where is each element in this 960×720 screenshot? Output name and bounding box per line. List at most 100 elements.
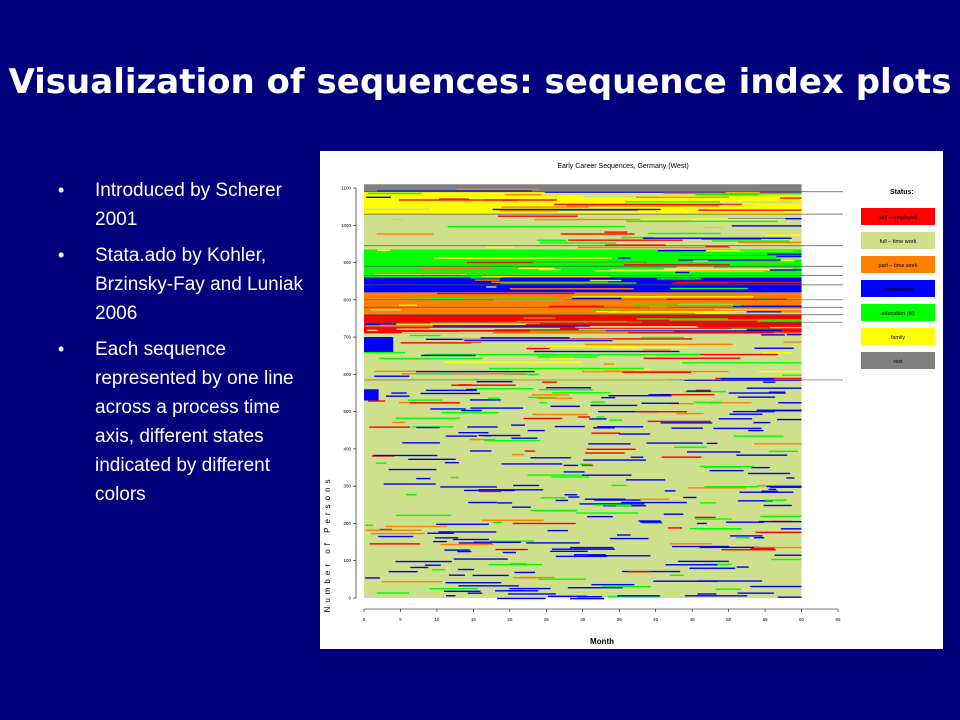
bullet-text: Stata.ado by Kohler, Brzinsky-Fay and Lu…	[95, 245, 304, 324]
sequence-line	[656, 271, 683, 274]
sequence-line	[776, 418, 802, 421]
sequence-line	[667, 527, 683, 529]
sequence-line	[718, 418, 753, 420]
sequence-line	[406, 343, 430, 346]
sequence-line	[581, 464, 593, 467]
sequence-line	[548, 305, 604, 308]
sequence-line	[678, 303, 734, 306]
sequence-line	[523, 417, 563, 420]
sequence-line	[499, 210, 558, 212]
sequence-line	[584, 452, 625, 454]
sequence-line	[741, 201, 791, 203]
x-tick-label: 60	[799, 617, 805, 622]
sequence-line	[761, 334, 785, 336]
sequence-line	[768, 450, 799, 453]
sequence-line	[568, 239, 683, 241]
x-tick-label: 20	[507, 617, 513, 622]
y-tick-label: 200	[343, 521, 351, 526]
sequence-line	[672, 545, 730, 548]
sequence-line	[705, 245, 729, 247]
sequence-line	[692, 260, 709, 262]
sequence-line	[421, 354, 476, 357]
sequence-line	[439, 198, 470, 200]
sequence-line	[773, 332, 802, 334]
sequence-line	[786, 333, 802, 336]
sequence-line	[617, 595, 660, 597]
sequence-line	[755, 531, 802, 534]
sequence-line	[622, 371, 692, 373]
sequence-line	[660, 226, 802, 228]
sequence-line	[376, 190, 532, 192]
sequence-line	[603, 369, 634, 372]
sequence-line	[366, 196, 391, 199]
sequence-line	[383, 234, 513, 237]
sequence-line	[588, 443, 631, 445]
sequence-line	[537, 356, 597, 358]
sequence-line	[780, 259, 795, 262]
sequence-line	[418, 236, 446, 239]
sequence-line	[475, 387, 534, 390]
sequence-line	[432, 569, 446, 571]
sequence-line	[670, 543, 712, 545]
sequence-line	[497, 502, 513, 504]
sequence-line	[554, 203, 742, 206]
sequence-line	[688, 487, 746, 489]
sequence-line	[579, 463, 592, 465]
sequence-line	[625, 479, 666, 481]
sequence-line	[770, 326, 802, 329]
sequence-line	[438, 531, 497, 533]
sequence-line	[610, 346, 688, 349]
sequence-line	[383, 483, 436, 485]
sequence-line	[570, 546, 614, 549]
sequence-line	[568, 496, 580, 498]
sequence-line	[659, 204, 704, 207]
sequence-index-plot: Early Career Sequences, Germany (West) N…	[320, 151, 943, 649]
sequence-line	[583, 195, 658, 198]
sequence-line	[697, 593, 717, 595]
sequence-line	[739, 249, 802, 251]
plot-area	[364, 184, 843, 600]
sequence-line	[640, 336, 684, 339]
sequence-line	[608, 595, 661, 598]
sequence-line	[591, 583, 635, 586]
x-tick-label: 15	[471, 617, 477, 622]
sequence-line	[706, 442, 718, 445]
sequence-line	[683, 496, 697, 499]
sequence-line	[484, 439, 540, 442]
sequence-line	[399, 304, 418, 307]
sequence-line	[594, 504, 631, 506]
sequence-line	[721, 549, 776, 551]
sequence-line	[370, 272, 519, 275]
y-axis-label: Number of Persons	[323, 476, 332, 613]
sequence-line	[657, 278, 702, 280]
sequence-line	[698, 209, 802, 211]
sequence-line	[498, 215, 578, 217]
sequence-line	[615, 504, 632, 507]
sequence-line	[451, 384, 516, 386]
sequence-line	[573, 554, 606, 556]
sequence-line	[617, 534, 631, 536]
sequence-line	[503, 209, 639, 211]
sequence-line	[503, 199, 519, 201]
sequence-line	[576, 512, 639, 514]
sequence-line	[541, 194, 696, 196]
sequence-line	[700, 465, 755, 468]
sequence-line	[725, 200, 734, 202]
sequence-line	[632, 304, 742, 306]
legend-label: part – time work	[878, 263, 917, 269]
sequence-line	[644, 283, 743, 285]
sequence-line	[783, 341, 802, 343]
sequence-line	[491, 281, 608, 283]
sequence-line	[528, 353, 701, 356]
x-axis-label: Month	[590, 637, 614, 646]
sequence-line	[753, 537, 765, 539]
sequence-line	[739, 491, 794, 493]
sequence-line	[524, 450, 536, 452]
sequence-line	[447, 225, 626, 228]
sequence-line	[681, 362, 802, 364]
x-tick-label: 5	[399, 617, 402, 622]
sequence-line	[418, 289, 468, 291]
sequence-line	[478, 434, 521, 437]
sequence-line	[758, 371, 802, 373]
sequence-line	[509, 288, 634, 290]
